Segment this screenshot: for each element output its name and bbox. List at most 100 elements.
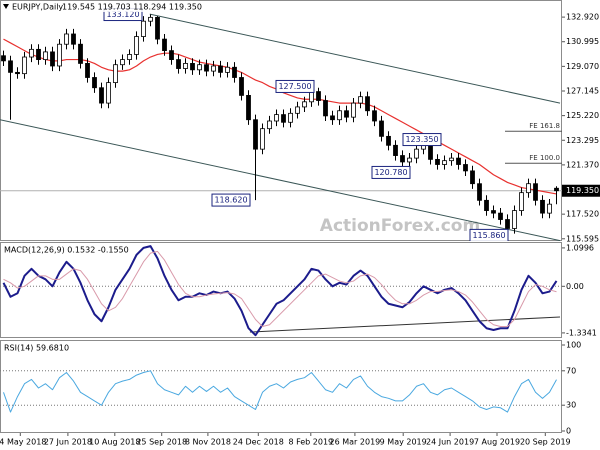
candle-body bbox=[99, 87, 104, 104]
candle-body bbox=[526, 183, 531, 194]
candle-body bbox=[225, 66, 230, 73]
price-label-box bbox=[402, 133, 442, 147]
candle-body bbox=[400, 155, 405, 163]
candle-body bbox=[204, 64, 209, 72]
panel-frame bbox=[0, 0, 562, 241]
candle-body bbox=[1, 55, 6, 62]
candle-body bbox=[386, 135, 391, 146]
chart-title: EURJPY,Daily bbox=[12, 3, 63, 12]
plot-area: ActionForex.com FE 161.8 FE 100.0 133.120 12… bbox=[0, 8, 562, 241]
trendline bbox=[149, 13, 561, 104]
x-tick-label: 8 Feb 2019 bbox=[288, 438, 333, 447]
panel: 1.0996 0.00 -1.3341 MACD(12,26,9) 0.1532 -0… bbox=[0, 242, 597, 338]
price-label-box bbox=[371, 165, 411, 179]
x-tick-label: 14 May 2018 bbox=[0, 438, 46, 447]
candle-body bbox=[253, 119, 258, 150]
chart-quote: 119.545 119.703 118.294 119.350 bbox=[62, 3, 202, 12]
candle-body bbox=[92, 77, 97, 89]
x-tick-label: 20 Sep 2019 bbox=[520, 438, 571, 447]
price-label: 118.620 bbox=[214, 196, 247, 205]
candle-body bbox=[239, 77, 244, 96]
candle-body bbox=[435, 158, 440, 165]
candle-body bbox=[414, 148, 419, 159]
candle-body bbox=[260, 128, 265, 150]
candle-body bbox=[162, 38, 167, 52]
watermark: ActionForex.com bbox=[320, 216, 480, 236]
candle-body bbox=[407, 157, 412, 163]
y-tick-label: 127.145 bbox=[566, 86, 599, 95]
x-tick-label: 24 Dec 2018 bbox=[233, 438, 284, 447]
candle-body bbox=[36, 48, 41, 60]
candle-body bbox=[134, 36, 139, 55]
candle-body bbox=[393, 144, 398, 156]
candle-body bbox=[113, 64, 118, 84]
x-tick-label: 10 Aug 2018 bbox=[89, 438, 140, 447]
candle-body bbox=[512, 210, 517, 229]
candle-body bbox=[141, 20, 146, 37]
projection-label: FE 161.8 bbox=[529, 122, 560, 130]
candle-body bbox=[505, 219, 510, 229]
candle-body bbox=[15, 71, 20, 75]
candle-body bbox=[8, 60, 13, 73]
candle-body bbox=[358, 96, 363, 104]
candle-body bbox=[323, 100, 328, 117]
candle-body bbox=[232, 66, 237, 78]
y-tick-label: 130.995 bbox=[566, 37, 599, 46]
candle-body bbox=[302, 101, 307, 108]
candle-body bbox=[477, 183, 482, 201]
price-label: 115.860 bbox=[472, 231, 505, 240]
candle-body bbox=[498, 212, 503, 220]
trendline bbox=[249, 316, 561, 333]
y-tick-label: 117.520 bbox=[566, 210, 599, 219]
y-tick-label: 0.00 bbox=[566, 282, 584, 291]
plot-area bbox=[0, 245, 562, 337]
candle-body bbox=[71, 33, 76, 45]
candle-body bbox=[218, 65, 223, 73]
candle-body bbox=[43, 51, 48, 60]
candle-body bbox=[442, 160, 447, 165]
x-tick-label: 26 Mar 2019 bbox=[330, 438, 381, 447]
indicator-line bbox=[3, 250, 557, 327]
candle-body bbox=[78, 43, 83, 64]
y-tick-label: -1.3341 bbox=[566, 328, 597, 337]
candle-body bbox=[316, 91, 321, 101]
price-label-box bbox=[469, 228, 509, 241]
price-label: 123.350 bbox=[405, 135, 438, 144]
y-tick-label: 121.370 bbox=[566, 160, 599, 169]
candle-body bbox=[309, 91, 314, 103]
candle-body bbox=[127, 54, 132, 60]
candle-body bbox=[533, 183, 538, 201]
indicator-line bbox=[3, 370, 557, 413]
y-tick-label: 30 bbox=[566, 401, 576, 410]
candle-body bbox=[484, 199, 489, 211]
candle-body bbox=[547, 203, 552, 214]
candle-body bbox=[169, 50, 174, 60]
y-tick-label: 0 bbox=[566, 427, 571, 436]
price-label-box bbox=[275, 79, 315, 93]
header-background bbox=[1, 1, 151, 12]
candle-body bbox=[456, 157, 461, 165]
candle-body bbox=[295, 106, 300, 114]
y-tick-label: 123.295 bbox=[566, 136, 599, 145]
candle-body bbox=[183, 63, 188, 69]
candle-body bbox=[120, 59, 125, 66]
candle-body bbox=[176, 59, 181, 69]
candle-body bbox=[22, 56, 27, 75]
x-tick-label: 27 Jun 2018 bbox=[44, 438, 92, 447]
candle-body bbox=[155, 16, 160, 40]
indicator-line bbox=[2, 245, 558, 337]
y-tick-label: 115.595 bbox=[566, 234, 599, 243]
y-tick-label: 129.070 bbox=[566, 62, 599, 71]
candle-body bbox=[519, 192, 524, 211]
candle-body bbox=[288, 112, 293, 123]
x-tick-label: 9 May 2019 bbox=[380, 438, 427, 447]
price-label: 133.120 bbox=[106, 10, 139, 19]
candle-body bbox=[64, 33, 69, 45]
candle-body bbox=[470, 170, 475, 185]
candle-body bbox=[554, 187, 559, 192]
candle-body bbox=[190, 63, 195, 71]
candle-body bbox=[197, 64, 202, 71]
price-label: 127.500 bbox=[278, 82, 311, 91]
candle-body bbox=[365, 96, 370, 112]
